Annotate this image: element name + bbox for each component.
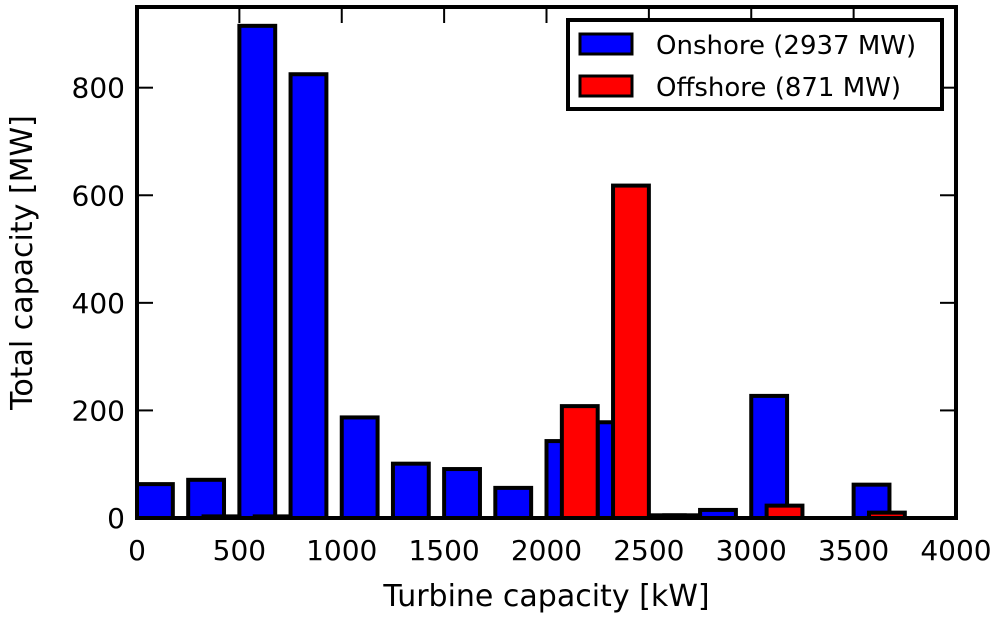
x-tick-label: 2000 bbox=[511, 534, 582, 567]
bar-onshore-1 bbox=[186, 477, 227, 521]
legend-label-offshore: Offshore (871 MW) bbox=[656, 73, 901, 103]
y-tick-label: 400 bbox=[72, 287, 125, 320]
x-tick-label: 500 bbox=[213, 534, 266, 567]
legend-swatch-onshore bbox=[578, 32, 634, 56]
y-tick-label: 0 bbox=[107, 502, 125, 535]
x-tick-label: 3500 bbox=[818, 534, 889, 567]
bar-onshore-12 bbox=[749, 393, 790, 520]
x-tick-label: 1000 bbox=[306, 534, 377, 567]
y-tick-label: 600 bbox=[72, 179, 125, 212]
bar-onshore-6 bbox=[442, 467, 482, 520]
tick-labels-layer: 0 500 1000 1500 2000 2500 3000 3500 4000 0 200 400 6… bbox=[72, 72, 992, 567]
bar-offshore-3 bbox=[611, 183, 651, 520]
y-tick-label: 200 bbox=[72, 394, 125, 427]
x-tick-label: 0 bbox=[128, 534, 146, 567]
x-tick-label: 4000 bbox=[920, 534, 991, 567]
bar-onshore-3 bbox=[288, 72, 329, 520]
legend-label-onshore: Onshore (2937 MW) bbox=[656, 31, 916, 61]
x-axis-label: Turbine capacity [kW] bbox=[382, 579, 709, 614]
x-tick-label: 2500 bbox=[613, 534, 684, 567]
x-tick-label: 1500 bbox=[408, 534, 479, 567]
x-tick-label: 3000 bbox=[716, 534, 787, 567]
bar-onshore-4 bbox=[339, 415, 380, 521]
legend: Onshore (2937 MW) Offshore (871 MW) bbox=[566, 18, 944, 111]
legend-swatch-offshore bbox=[578, 74, 634, 98]
bar-onshore-5 bbox=[390, 461, 431, 521]
bar-onshore-2 bbox=[237, 23, 278, 520]
bar-onshore-0 bbox=[135, 482, 175, 521]
bar-offshore-2 bbox=[559, 404, 600, 520]
y-tick-label: 800 bbox=[72, 72, 125, 105]
plot-frame bbox=[135, 5, 958, 520]
y-axis-label: Total capacity [MW] bbox=[5, 115, 40, 411]
bar-onshore-7 bbox=[493, 485, 534, 521]
